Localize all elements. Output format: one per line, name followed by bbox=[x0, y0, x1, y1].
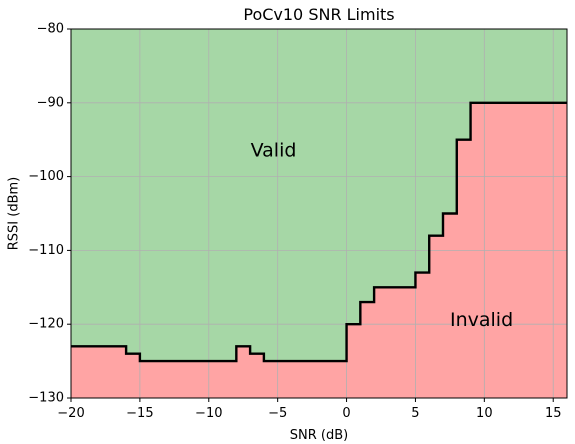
x-tick-label: 5 bbox=[411, 406, 419, 421]
x-tick-label: −5 bbox=[268, 406, 287, 421]
x-axis-ticks: −20 −15 −10 −5 0 5 10 15 bbox=[57, 398, 561, 421]
region-labels: Valid Invalid bbox=[251, 139, 514, 331]
y-tick-label: −100 bbox=[28, 169, 64, 184]
boundary-step-line bbox=[71, 101, 567, 363]
y-axis-label: RSSI (dBm) bbox=[7, 177, 22, 250]
region-fill-valid bbox=[71, 29, 567, 362]
x-tick-label: 15 bbox=[545, 406, 562, 421]
x-axis-label: SNR (dB) bbox=[290, 428, 348, 443]
region-label-invalid: Invalid bbox=[450, 309, 513, 331]
y-tick-label: −110 bbox=[28, 243, 64, 258]
y-tick-label: −130 bbox=[28, 391, 64, 406]
chart-title: PoCv10 SNR Limits bbox=[243, 5, 394, 24]
x-tick-label: −20 bbox=[57, 406, 84, 421]
x-tick-label: 10 bbox=[476, 406, 493, 421]
y-axis-ticks: −130 −120 −110 −100 −90 −80 bbox=[28, 22, 71, 406]
y-tick-label: −80 bbox=[37, 22, 64, 37]
x-tick-label: −10 bbox=[195, 406, 222, 421]
plot-frame bbox=[70, 28, 568, 399]
plot-area bbox=[71, 29, 567, 399]
region-label-valid: Valid bbox=[251, 139, 297, 161]
x-tick-label: −15 bbox=[126, 406, 153, 421]
y-tick-label: −120 bbox=[28, 317, 64, 332]
y-tick-label: −90 bbox=[37, 95, 64, 110]
x-tick-label: 0 bbox=[342, 406, 350, 421]
